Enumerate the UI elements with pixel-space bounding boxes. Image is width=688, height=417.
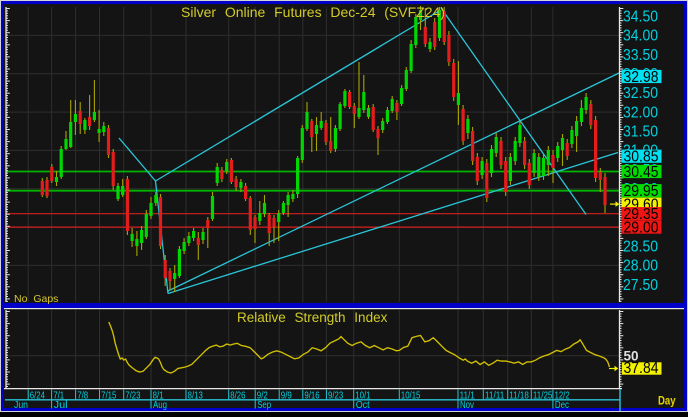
svg-text:29.95: 29.95 <box>624 183 659 200</box>
svg-text:11/25: 11/25 <box>533 391 553 402</box>
svg-text:32.98: 32.98 <box>624 69 659 86</box>
svg-text:11/18: 11/18 <box>509 391 529 402</box>
svg-text:28.50: 28.50 <box>623 239 658 256</box>
svg-text:Relative Strength Index: Relative Strength Index <box>237 310 388 325</box>
svg-text:8/13: 8/13 <box>188 391 203 402</box>
svg-text:Silver Online Futures Dec-24 (: Silver Online Futures Dec-24 (SVFZ24) <box>181 4 445 20</box>
svg-text:9/23: 9/23 <box>328 391 343 402</box>
svg-text:10/1: 10/1 <box>355 391 370 402</box>
svg-text:Oct: Oct <box>356 400 370 411</box>
svg-text:Dec: Dec <box>555 400 569 411</box>
svg-text:8/26: 8/26 <box>230 391 245 402</box>
svg-text:6/24: 6/24 <box>30 391 45 402</box>
svg-text:12/2: 12/2 <box>555 391 570 402</box>
svg-text:34.50: 34.50 <box>623 9 658 26</box>
svg-text:Jun: Jun <box>14 400 28 411</box>
svg-text:9/16: 9/16 <box>304 391 319 402</box>
svg-text:Sep: Sep <box>257 400 271 411</box>
svg-text:32.50: 32.50 <box>623 85 658 102</box>
svg-text:37.84: 37.84 <box>624 360 659 377</box>
svg-text:Nov: Nov <box>460 400 475 411</box>
svg-text:32.00: 32.00 <box>623 104 658 121</box>
svg-text:27.50: 27.50 <box>623 277 658 294</box>
svg-text:10/15: 10/15 <box>401 391 421 402</box>
svg-text:30.85: 30.85 <box>624 149 659 166</box>
svg-text:33.50: 33.50 <box>623 47 658 64</box>
svg-text:29.35: 29.35 <box>624 206 659 223</box>
svg-text:9/9: 9/9 <box>281 391 292 402</box>
svg-text:Aug: Aug <box>153 400 167 411</box>
svg-text:31.50: 31.50 <box>623 124 658 141</box>
svg-text:7/8: 7/8 <box>77 391 88 402</box>
svg-text:50: 50 <box>624 348 639 363</box>
svg-text:11/1: 11/1 <box>460 391 475 402</box>
svg-text:8/1: 8/1 <box>153 391 164 402</box>
svg-text:28.00: 28.00 <box>623 258 658 275</box>
svg-text:7/23: 7/23 <box>125 391 140 402</box>
svg-text:11/11: 11/11 <box>485 391 505 402</box>
svg-text:9/2: 9/2 <box>257 391 268 402</box>
svg-text:7/15: 7/15 <box>101 391 116 402</box>
svg-text:7/1: 7/1 <box>53 391 64 402</box>
svg-text:Day: Day <box>658 394 676 408</box>
svg-text:29.00: 29.00 <box>624 219 659 236</box>
svg-text:34.00: 34.00 <box>623 28 658 45</box>
svg-text:No Gaps: No Gaps <box>14 293 58 305</box>
svg-text:Jul: Jul <box>54 400 68 411</box>
svg-text:30.45: 30.45 <box>624 164 659 181</box>
